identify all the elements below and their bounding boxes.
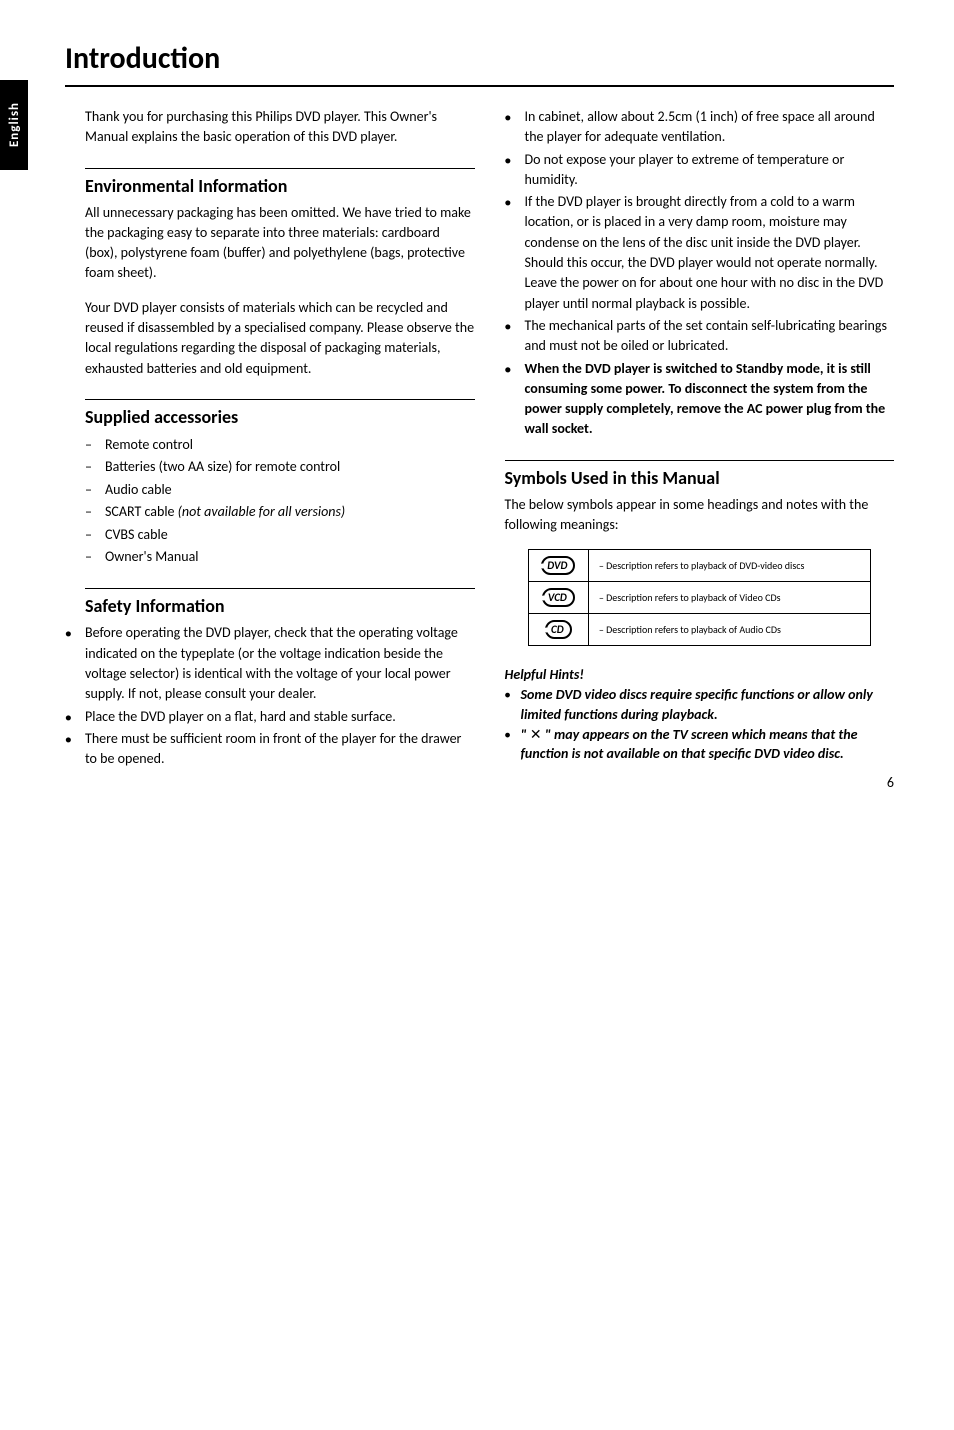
page-number: 6 [887,774,894,791]
hint-text: " [521,726,530,743]
section-rule [505,460,895,461]
language-tab-label: English [7,102,22,147]
supplied-list: Remote control Batteries (two AA size) f… [85,434,475,568]
disc-desc: – Description refers to playback of Audi… [588,614,870,646]
list-item: SCART cable (not available for all versi… [85,501,475,523]
list-item: The mechanical parts of the set contain … [505,316,895,357]
symbols-table: DVD – Description refers to playback of … [528,549,871,646]
section-rule [85,399,475,400]
table-row: VCD – Description refers to playback of … [528,582,870,614]
left-column: Thank you for purchasing this Philips DV… [85,107,475,771]
table-row: CD – Description refers to playback of A… [528,614,870,646]
env-p1: All unnecessary packaging has been omitt… [85,203,475,284]
list-item: Place the DVD player on a flat, hard and… [65,707,475,727]
safety-heading: Safety Information [85,595,475,617]
hints-list: Some DVD video discs require specific fu… [505,685,895,763]
list-item-bold: When the DVD player is switched to Stand… [505,359,895,440]
section-rule [85,588,475,589]
list-item: Batteries (two AA size) for remote contr… [85,456,475,478]
hints-heading: Helpful Hints! [505,666,895,683]
list-item: Remote control [85,434,475,456]
safety-list-left: Before operating the DVD player, check t… [65,623,475,769]
right-column: In cabinet, allow about 2.5cm (1 inch) o… [505,107,895,771]
list-item: Owner's Manual [85,546,475,568]
env-p2: Your DVD player consists of materials wh… [85,298,475,379]
list-item: Do not expose your player to extreme of … [505,150,895,191]
vcd-icon: VCD [542,588,575,607]
list-item: If the DVD player is brought directly fr… [505,192,895,314]
page-title: Introduction [65,40,894,77]
disc-icon-cell: CD [528,614,588,646]
env-heading: Environmental Information [85,175,475,197]
title-rule [65,85,894,87]
list-item: " ✕ " may appears on the TV screen which… [505,725,895,764]
dvd-icon: DVD [541,556,575,575]
supplied-heading: Supplied accessories [85,406,475,428]
list-item: Audio cable [85,479,475,501]
disc-icon-cell: DVD [528,550,588,582]
symbols-heading: Symbols Used in this Manual [505,467,895,489]
list-item-text: SCART cable [105,503,178,520]
x-icon: ✕ [530,726,542,742]
intro-paragraph: Thank you for purchasing this Philips DV… [85,107,475,148]
disc-desc: – Description refers to playback of Vide… [588,582,870,614]
list-item: Some DVD video discs require specific fu… [505,685,895,724]
disc-icon-cell: VCD [528,582,588,614]
hint-text: " may appears on the TV screen which mea… [521,726,858,763]
list-item: Before operating the DVD player, check t… [65,623,475,704]
safety-list-right: In cabinet, allow about 2.5cm (1 inch) o… [505,107,895,440]
symbols-intro: The below symbols appear in some heading… [505,495,895,536]
list-item-italic: (not available for all versions) [178,503,346,520]
section-rule [85,168,475,169]
cd-icon: CD [545,620,572,639]
list-item: There must be sufficient room in front o… [65,729,475,770]
list-item: In cabinet, allow about 2.5cm (1 inch) o… [505,107,895,148]
content-columns: Thank you for purchasing this Philips DV… [85,107,894,771]
language-tab: English [0,80,28,170]
table-row: DVD – Description refers to playback of … [528,550,870,582]
list-item: CVBS cable [85,524,475,546]
disc-desc: – Description refers to playback of DVD-… [588,550,870,582]
